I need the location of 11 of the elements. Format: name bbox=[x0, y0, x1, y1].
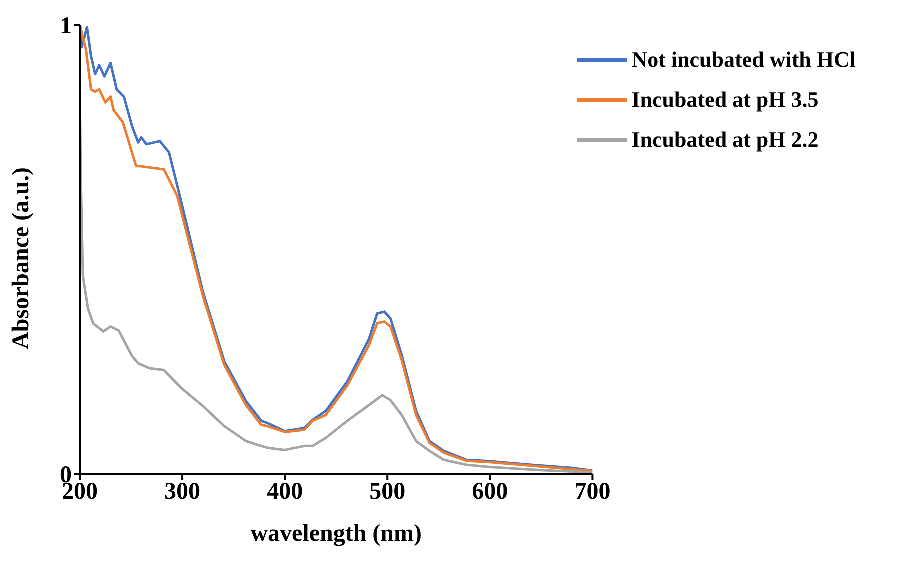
x-axis-title: wavelength (nm) bbox=[250, 521, 422, 547]
legend-label: Incubated at pH 3.5 bbox=[632, 86, 819, 114]
legend-label: Incubated at pH 2.2 bbox=[632, 126, 819, 154]
x-tick-label: 600 bbox=[472, 479, 508, 506]
x-tick-label: 500 bbox=[370, 479, 406, 506]
x-tick-label: 300 bbox=[164, 479, 201, 506]
y-tick-label: 1 bbox=[60, 14, 72, 40]
y-axis-title: Absorbance (a.u.) bbox=[8, 167, 35, 350]
x-tick-label: 400 bbox=[267, 479, 304, 506]
x-tick-label: 700 bbox=[574, 479, 611, 506]
legend-label: Not incubated with HCl bbox=[632, 46, 856, 74]
